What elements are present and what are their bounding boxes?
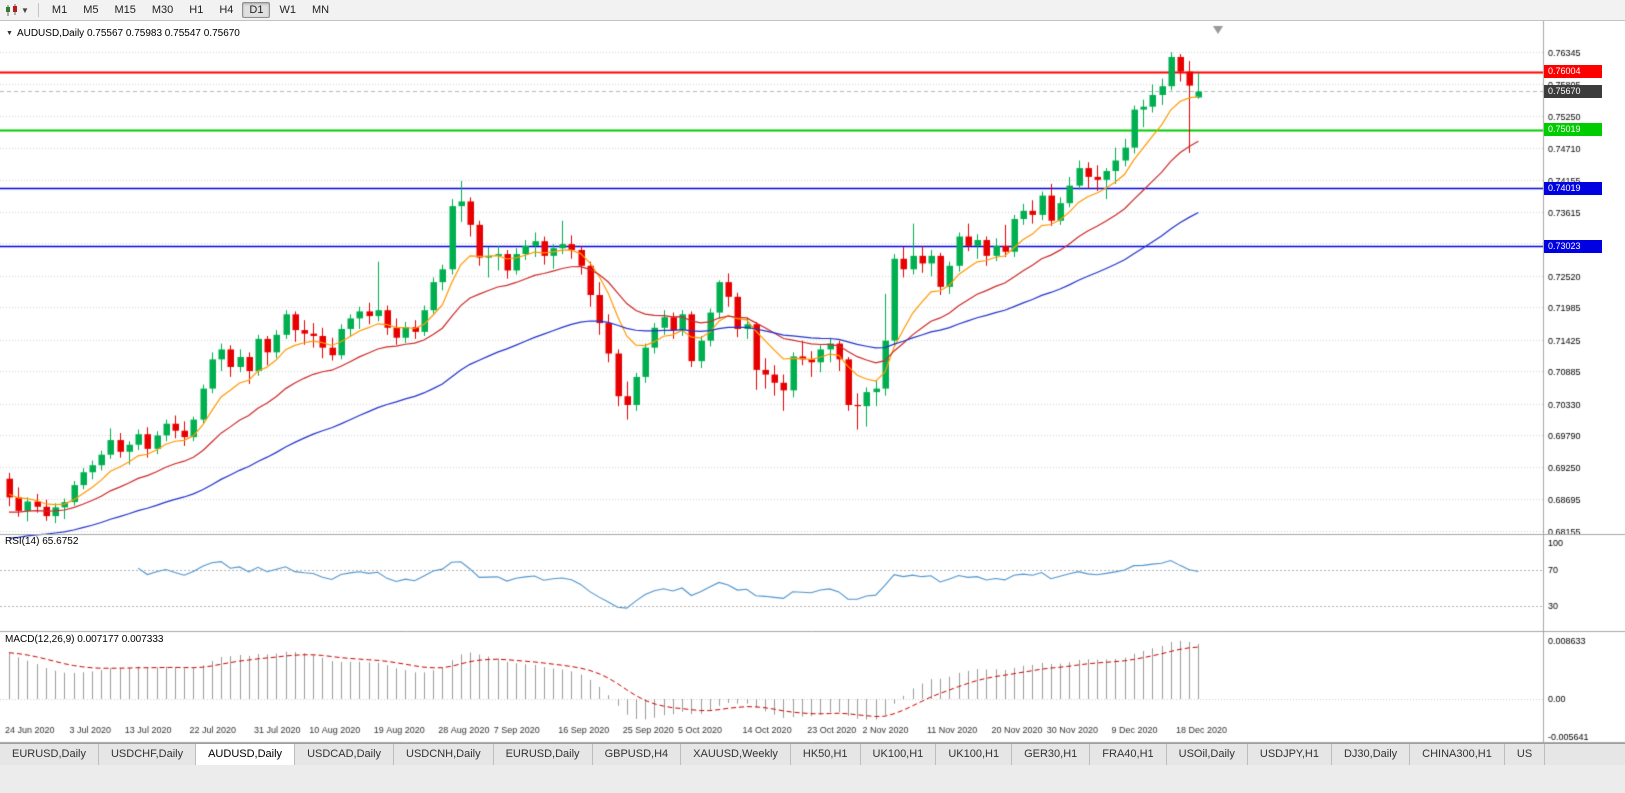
timeframe-button-m15[interactable]: M15 (114, 4, 136, 16)
chart-title: ▼ AUDUSD,Daily 0.75567 0.75983 0.75547 0… (6, 28, 240, 39)
rsi-indicator-label: RSI(14) 65.6752 (5, 536, 79, 547)
timeframe-toolbar: ▼ M1 M5 M15 M30 H1 H4 D1 W1 MN (0, 0, 1625, 21)
timeframe-button-m5[interactable]: M5 (83, 4, 99, 16)
candlestick-icon (6, 3, 17, 16)
chart-title-text: AUDUSD,Daily 0.75567 0.75983 0.75547 0.7… (16, 28, 240, 39)
timeframe-button-m1[interactable]: M1 (51, 4, 68, 16)
chart-tab-eurusd-daily[interactable]: EURUSD,Daily (0, 744, 99, 765)
price-level-badge: 0.74019 (1544, 181, 1602, 195)
price-level-badge: 0.73023 (1544, 239, 1602, 253)
timeframe-button-h1[interactable]: H1 (189, 4, 204, 16)
chart-tab-usdjpy-h1[interactable]: USDJPY,H1 (1247, 744, 1332, 765)
chart-tab-china300-h1[interactable]: CHINA300,H1 (1410, 744, 1505, 765)
chart-tab-us[interactable]: US (1504, 744, 1546, 765)
timeframe-button-h4[interactable]: H4 (219, 4, 234, 16)
chart-tab-usdcad-daily[interactable]: USDCAD,Daily (295, 744, 395, 765)
chart-tab-bar: EURUSD,Daily USDCHF,Daily AUDUSD,Daily USDC… (0, 743, 1625, 765)
chart-type-dropdown-caret-icon[interactable]: ▼ (21, 5, 29, 15)
chart-tab-dj30-daily[interactable]: DJ30,Daily (1331, 744, 1411, 765)
chart-tab-usdcnh-daily[interactable]: USDCNH,Daily (394, 744, 494, 765)
chart-tab-uk100-h1[interactable]: UK100,H1 (936, 744, 1013, 765)
chart-tab-hk50-h1[interactable]: HK50,H1 (790, 744, 861, 765)
current-price-badge: 0.75670 (1544, 84, 1602, 98)
chart-tab-eurusd-daily[interactable]: EURUSD,Daily (493, 744, 593, 765)
chart-tab-ger30-h1[interactable]: GER30,H1 (1012, 744, 1091, 765)
price-level-badge: 0.76004 (1544, 65, 1602, 79)
chart-tab-fra40-h1[interactable]: FRA40,H1 (1090, 744, 1167, 765)
timeframe-button-w1[interactable]: W1 (279, 4, 296, 16)
timeframe-button-mn[interactable]: MN (311, 4, 330, 16)
macd-indicator-label: MACD(12,26,9) 0.007177 0.007333 (5, 634, 164, 645)
chart-tab-gbpusd-h4[interactable]: GBPUSD,H4 (592, 744, 682, 765)
chart-type-icon[interactable] (4, 3, 20, 17)
chart-tab-audusd-daily[interactable]: AUDUSD,Daily (196, 744, 296, 765)
chart-tab-uk100-h1[interactable]: UK100,H1 (860, 744, 937, 765)
chart-tab-usoil-daily[interactable]: USOil,Daily (1166, 744, 1248, 765)
chart-menu-icon: ▼ (6, 30, 13, 37)
timeframe-button-m30[interactable]: M30 (151, 4, 174, 16)
chart-tab-usdchf-daily[interactable]: USDCHF,Daily (98, 744, 197, 765)
price-chart-canvas[interactable] (0, 21, 1625, 743)
timeframe-button-d1[interactable]: D1 (242, 2, 271, 18)
price-level-badge: 0.75019 (1544, 123, 1602, 137)
chart-area: ▼ AUDUSD,Daily 0.75567 0.75983 0.75547 0… (0, 21, 1625, 743)
status-strip (0, 765, 1625, 793)
toolbar-separator (37, 3, 39, 17)
chart-tab-xauusd-weekly[interactable]: XAUUSD,Weekly (681, 744, 791, 765)
timeframe-group: M1 M5 M15 M30 H1 H4 D1 W1 MN (44, 2, 337, 18)
